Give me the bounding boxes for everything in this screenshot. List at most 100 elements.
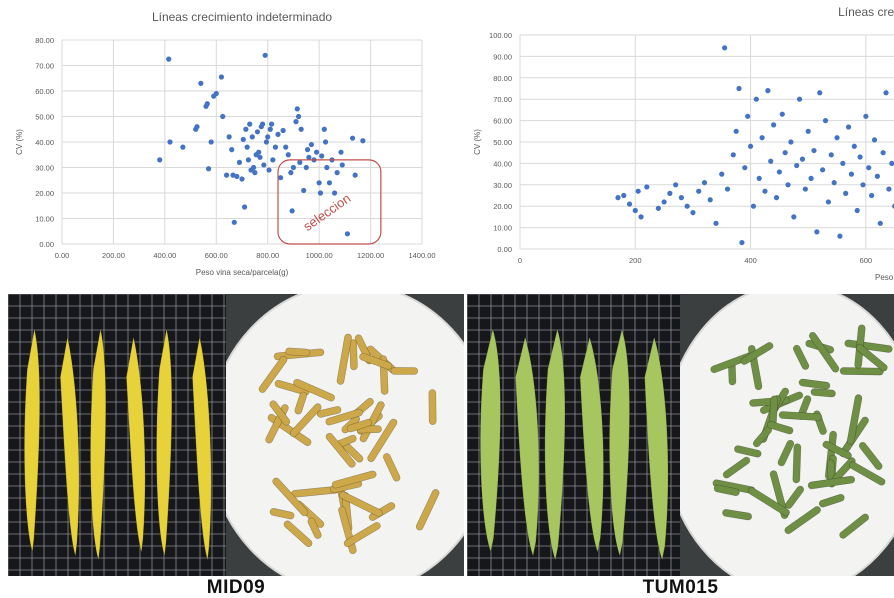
data-point — [820, 167, 826, 173]
bean-piece — [808, 331, 840, 373]
data-point — [782, 150, 788, 156]
data-point — [293, 119, 299, 125]
data-point — [267, 126, 273, 132]
y-tick-label: 0.00 — [497, 245, 512, 254]
y-tick-label: 90.00 — [493, 52, 512, 61]
data-point — [817, 90, 823, 96]
bean-piece — [367, 418, 398, 463]
data-point — [747, 143, 754, 149]
data-point — [266, 167, 272, 173]
bean-piece — [767, 421, 794, 435]
bean-piece — [822, 440, 852, 460]
data-point — [157, 157, 163, 163]
bean-piece — [331, 470, 377, 489]
y-tick-label: 30.00 — [35, 164, 54, 173]
x-tick-label: 0.00 — [55, 251, 70, 260]
x-axis-label: Peso vina seca/parcela(g) — [196, 268, 289, 277]
data-point — [244, 144, 250, 150]
bean-piece — [769, 470, 789, 520]
x-tick-label: 1400.00 — [408, 251, 435, 260]
x-tick-label: 400 — [744, 256, 757, 265]
data-point — [796, 96, 803, 102]
y-tick-label: 40.00 — [35, 138, 54, 147]
x-tick-label: 1000.00 — [306, 251, 333, 260]
data-point — [822, 118, 829, 124]
data-point — [213, 90, 219, 97]
data-point — [218, 74, 225, 80]
scatter-plot-indeterminado: Líneas crecimiento indeterminado 0.00 10.0… — [15, 10, 436, 277]
bean-pod — [644, 335, 669, 562]
data-point — [736, 85, 742, 92]
data-point — [874, 173, 880, 179]
data-point — [223, 172, 230, 178]
data-point — [834, 135, 840, 141]
data-point — [776, 169, 782, 175]
y-tick-label: 0.00 — [39, 240, 54, 249]
y-tick-label: 20.00 — [35, 189, 54, 198]
data-point — [733, 128, 739, 134]
y-tick-label: 30.00 — [493, 181, 512, 190]
data-point — [243, 126, 249, 132]
bean-piece — [283, 520, 313, 548]
bean-piece — [778, 411, 823, 421]
data-point — [866, 165, 872, 171]
data-point — [321, 126, 327, 132]
data-point — [808, 175, 814, 181]
data-point — [166, 56, 172, 62]
data-point — [250, 164, 257, 171]
y-tick-label: 60.00 — [35, 87, 54, 96]
y-axis-label: CV (%) — [15, 129, 24, 155]
y-tick-label: 40.00 — [493, 159, 512, 168]
bean-piece — [359, 352, 393, 370]
bean-pod — [579, 335, 604, 554]
data-point — [840, 160, 846, 166]
data-point — [739, 239, 745, 246]
data-point — [280, 127, 286, 134]
y-tick-label: 70.00 — [35, 62, 54, 71]
chart-indeterminado: Líneas crecimiento indeterminado 0.00 10.0… — [0, 0, 447, 290]
bean-piece — [740, 342, 774, 365]
data-point — [762, 188, 768, 194]
bean-piece — [336, 333, 352, 385]
bean-piece — [325, 432, 356, 468]
x-tick-label: 0 — [518, 256, 522, 265]
data-point — [288, 170, 294, 176]
data-point — [263, 139, 270, 145]
data-point — [722, 45, 728, 51]
bean-piece — [289, 403, 322, 438]
data-point — [779, 111, 785, 117]
grid-background — [467, 294, 680, 576]
data-point — [845, 124, 852, 130]
data-point — [788, 139, 794, 145]
x-tick-label: 400.00 — [153, 251, 176, 260]
data-point — [272, 144, 279, 150]
y-tick-label: 20.00 — [493, 202, 512, 211]
bean-piece — [269, 508, 295, 520]
data-point — [226, 134, 232, 140]
data-point — [297, 159, 303, 165]
bean-pod — [23, 328, 41, 553]
data-point — [837, 233, 843, 239]
data-point — [352, 172, 358, 178]
data-point — [245, 157, 252, 163]
bean-pod — [479, 327, 501, 554]
x-tick-label: 1200.00 — [357, 251, 384, 260]
data-point — [756, 175, 762, 181]
data-point — [236, 159, 243, 165]
data-point — [825, 199, 831, 205]
bean-piece — [798, 378, 831, 390]
data-point — [678, 195, 684, 201]
bean-pod — [515, 335, 540, 558]
bean-piece — [839, 367, 884, 376]
bean-piece — [784, 485, 805, 509]
data-point — [283, 144, 289, 150]
data-point — [256, 149, 262, 155]
bean-pod — [191, 336, 212, 561]
data-point — [814, 229, 820, 235]
bean-piece — [848, 461, 886, 486]
y-tick-label: 50.00 — [35, 113, 54, 122]
data-point — [615, 195, 621, 201]
data-point — [684, 203, 690, 209]
bean-piece — [792, 344, 810, 370]
data-point — [277, 175, 284, 181]
